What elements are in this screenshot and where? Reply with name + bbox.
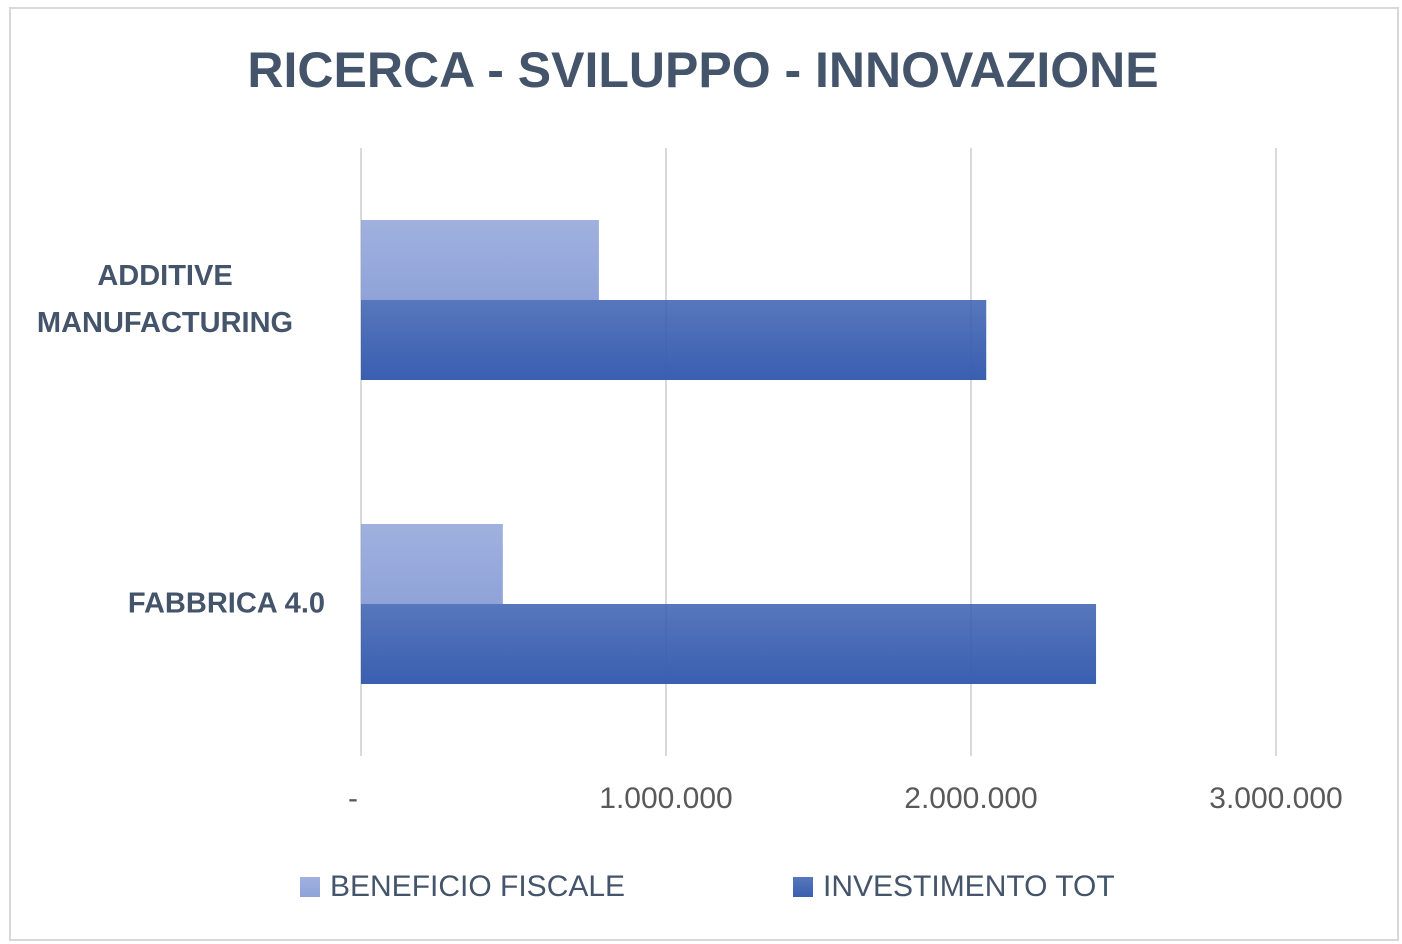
y-tick-label: ADDITIVE MANUFACTURING [36,260,294,339]
x-tick-label: - [348,782,358,815]
category-label-box: ADDITIVE MANUFACTURING [5,253,325,347]
bar [361,524,503,604]
y-tick-label: FABBRICA 4.0 [127,587,325,620]
chart-border [9,7,1399,941]
x-tick-label: 2.000.000 [904,782,1037,815]
bar [361,220,599,300]
bar [361,300,987,380]
legend-label: INVESTIMENTO TOT [823,870,1115,903]
legend-label: BENEFICIO FISCALE [330,870,625,903]
chart-title: RICERCA - SVILUPPO - INNOVAZIONE [247,42,1158,98]
category-label-box: FABBRICA 4.0 [5,581,325,628]
x-tick-label: 1.000.000 [599,782,732,815]
bar [361,604,1097,684]
legend-swatch [300,877,320,897]
legend-swatch [793,877,813,897]
x-tick-label: 3.000.000 [1209,782,1342,815]
